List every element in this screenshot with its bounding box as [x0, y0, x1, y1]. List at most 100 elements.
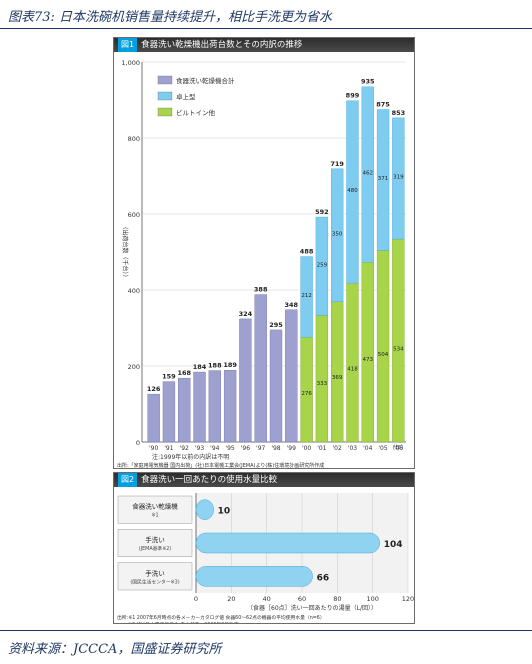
bar-water-usage [195, 566, 313, 587]
x-axis-label: （食器［60点］洗い一回あたりの湯量（L/回）） [247, 604, 377, 612]
source-note: 资料来源：JCCCA，国盛证券研究所 [8, 642, 222, 657]
bar-builtin [376, 250, 390, 443]
bar-tabletop [392, 117, 405, 240]
x-tick-label: '01 [317, 445, 326, 452]
builtin-value-label: 418 [347, 367, 358, 373]
category-sublabel: (国民生活センター※3) [130, 578, 179, 585]
x-tick-label: '03 [348, 445, 357, 452]
bar-tabletop [300, 256, 313, 338]
bar-builtin [361, 262, 374, 443]
legend-label: 卓上型 [176, 92, 196, 101]
total-value-label: 935 [361, 78, 375, 86]
value-label: 104 [384, 540, 403, 550]
bar-tabletop [376, 109, 390, 251]
tabletop-value-label: 319 [393, 174, 404, 180]
value-label: 66 [317, 573, 330, 583]
shipments-chart: 0 200 400 600 800 1,000 （出荷台数（千台）） 食器洗い乾燥機合計卓上型… [117, 59, 407, 468]
bar-water-usage [195, 499, 214, 520]
x-tick-label: 0 [194, 595, 198, 603]
x-tick-label: '95 [225, 445, 234, 452]
tabletop-value-label: 480 [347, 188, 358, 194]
builtin-value-label: 276 [301, 391, 312, 397]
x-tick-label: '04 [363, 445, 372, 452]
x-tick-label: '98 [271, 445, 280, 452]
bar-total [162, 381, 176, 443]
chart-panel-water: 図2 食器洗い一回あたりの使用水量比較 0 20 40 60 80 100 120 食器洗い乾燥… [113, 472, 415, 624]
total-value-label: 899 [346, 91, 360, 99]
bar-builtin [346, 282, 359, 443]
total-value-label: 184 [193, 363, 207, 371]
chart1-source: 出所:「家庭用電気機器 国内出荷」(社)日本電機工業会(JEMA)より(株)住環… [117, 462, 324, 468]
x-tick-label: '02 [333, 445, 342, 452]
category-label-box [117, 529, 193, 557]
builtin-value-label: 473 [363, 357, 374, 363]
x-tick-label: '00 [302, 445, 311, 452]
chart2-header: 図2 食器洗い一回あたりの使用水量比較 [114, 473, 414, 487]
bar-builtin [331, 301, 344, 443]
bottom-divider [0, 630, 532, 631]
legend-swatch [157, 107, 173, 117]
legend-label: 食器洗い乾燥機合計 [176, 76, 235, 85]
x-tick-label: 40 [263, 595, 271, 603]
total-value-label: 189 [223, 361, 237, 369]
total-value-label: 853 [392, 109, 406, 117]
x-tick-label: 80 [333, 595, 341, 603]
category-sublabel: ※1 [151, 513, 158, 519]
total-value-label: 168 [177, 369, 191, 377]
category-sublabel: (JEMA基準※2) [139, 545, 171, 552]
chart2-title: 食器洗い一回あたりの使用水量比較 [141, 475, 278, 485]
bar-total [223, 369, 237, 443]
x-tick-label: 60 [298, 595, 306, 603]
chart2-note: ※2 (社)日本電機工業会 自主基準 2006年2月改定 [128, 621, 239, 623]
bar-total [193, 371, 206, 443]
total-value-label: 348 [285, 301, 299, 309]
category-label: 手洗い [145, 535, 165, 544]
y-tick-label: 800 [128, 135, 140, 143]
x-tick-label: '06 [394, 445, 403, 452]
y-tick-label: 0 [136, 439, 140, 447]
bar-builtin [300, 336, 313, 443]
total-value-label: 188 [208, 362, 222, 370]
total-value-label: 592 [315, 208, 329, 216]
x-tick-label: 120 [402, 595, 414, 603]
bar-builtin [392, 238, 405, 443]
total-value-label: 126 [147, 385, 161, 393]
tabletop-value-label: 259 [317, 262, 328, 268]
x-axis-label: （年） [389, 444, 407, 452]
category-label-box [117, 562, 193, 591]
total-value-label: 324 [239, 310, 253, 318]
category-label: 手洗い [145, 568, 165, 577]
total-value-label: 388 [254, 286, 268, 294]
builtin-value-label: 534 [393, 347, 404, 353]
bar-total [254, 294, 267, 443]
bar-tabletop [331, 168, 344, 302]
chart2-tag: 図2 [118, 473, 138, 487]
x-tick-label: 100 [366, 595, 378, 603]
x-tick-label: '94 [210, 445, 219, 452]
legend-swatch [157, 91, 173, 101]
chart1-title: 食器洗い乾燥機出荷台数とその内訳の推移 [141, 40, 303, 50]
tabletop-value-label: 350 [332, 231, 343, 237]
builtin-value-label: 504 [378, 352, 389, 358]
x-tick-label: 20 [227, 595, 235, 603]
y-tick-label: 400 [128, 287, 140, 295]
bar-total [239, 318, 252, 443]
x-tick-label: '97 [256, 445, 265, 452]
total-value-label: 719 [330, 160, 344, 168]
legend-label: ビルトイン他 [176, 108, 216, 117]
value-label: 10 [218, 507, 231, 517]
total-value-label: 159 [162, 373, 176, 381]
bar-total [269, 329, 283, 443]
tabletop-value-label: 371 [378, 176, 389, 182]
chart-panel-shipments: 図1 食器洗い乾燥機出荷台数とその内訳の推移 0 200 400 600 800 1,000… [113, 37, 415, 469]
category-label: 食器洗い乾燥機 [132, 502, 178, 511]
y-tick-label: 600 [128, 211, 140, 219]
x-tick-label: '96 [241, 445, 250, 452]
bar-tabletop [315, 216, 329, 316]
y-tick-label: 1,000 [121, 59, 140, 67]
builtin-value-label: 333 [317, 381, 328, 387]
tabletop-value-label: 212 [301, 293, 312, 299]
x-tick-label: '99 [287, 445, 296, 452]
chart1-tag: 図1 [118, 38, 138, 52]
